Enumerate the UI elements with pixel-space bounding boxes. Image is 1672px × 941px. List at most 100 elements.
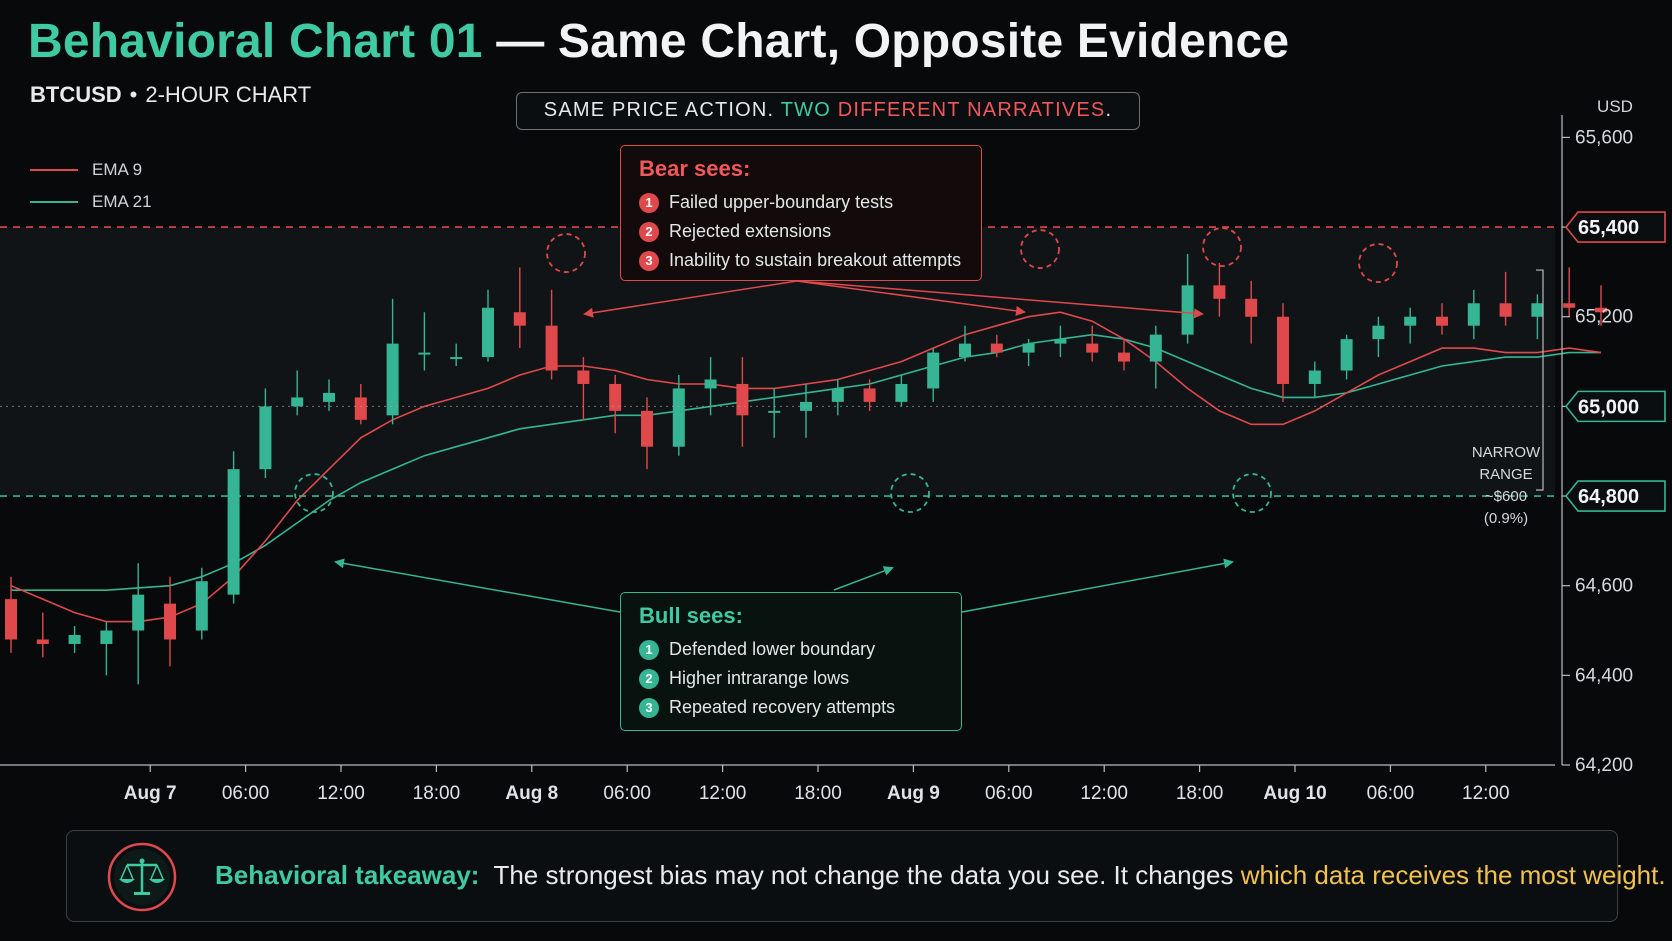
candle [959, 325, 971, 362]
candle-body [1245, 298, 1258, 317]
midrange-tag-shape [1564, 390, 1666, 423]
bear-test-marker [546, 233, 586, 273]
candle [641, 397, 653, 470]
candle [736, 357, 749, 447]
bull-item-text: Repeated recovery attempts [669, 697, 896, 717]
bear-number-badge: 1 [639, 192, 659, 213]
candle [100, 621, 113, 676]
x-tick-label: 18:00 [794, 783, 842, 804]
legend-label-ema9: EMA 9 [92, 160, 143, 179]
banner-part4: . [1105, 99, 1113, 121]
candle [609, 375, 622, 434]
bear-test-marker [1020, 229, 1060, 269]
resistance-tag-label: 65,400 [1578, 217, 1639, 239]
timeframe-label: 2-HOUR CHART [145, 82, 312, 107]
candle [1308, 361, 1321, 398]
bear-arrow [796, 280, 1026, 316]
candle-body [1595, 307, 1607, 313]
legend-item-ema9: EMA 9 [30, 154, 152, 186]
bear-heading: Bear sees: [639, 156, 751, 181]
y-tick-label: 65,200 [1575, 307, 1633, 328]
candle [354, 383, 367, 425]
candle-body [672, 388, 685, 447]
takeaway-highlight: which data receives the most weight. [1240, 860, 1666, 890]
support-tag: 64,800 [1564, 480, 1666, 512]
candle [545, 289, 558, 380]
candle-body [1277, 316, 1289, 384]
candle [1149, 325, 1162, 389]
candle-body [1181, 285, 1194, 335]
midrange-tag: 65,000 [1564, 390, 1666, 423]
candle-body [323, 392, 335, 402]
support-tag-shape [1564, 480, 1666, 512]
candle-body [1213, 285, 1226, 299]
candle [704, 357, 717, 416]
chart-subtitle: BTCUSD • 2-HOUR CHART [30, 82, 311, 108]
candle [800, 383, 812, 438]
candle-body [1054, 339, 1067, 344]
candle-body [959, 343, 971, 358]
candle [1499, 271, 1512, 326]
y-tick-label: 65,600 [1575, 127, 1633, 148]
candle-body [831, 388, 844, 402]
candle [291, 370, 304, 416]
resistance-tag: 65,400 [1564, 211, 1666, 243]
bear-item: 2 Rejected extensions [639, 217, 963, 246]
candle-body [1499, 303, 1512, 317]
x-tick-label: Aug 10 [1263, 783, 1326, 804]
narrow-range-line: NARROW [1471, 444, 1541, 461]
y-tick-label: 64,600 [1575, 576, 1633, 597]
banner-part2: TWO [780, 99, 838, 121]
candle-body [736, 383, 749, 416]
x-tick-label: 12:00 [699, 783, 747, 804]
bull-defense-marker [294, 473, 334, 513]
candle-body [1149, 334, 1162, 362]
bull-number-badge: 2 [639, 668, 659, 689]
resistance-tag-shape [1564, 211, 1666, 243]
bull-defense-marker [890, 473, 930, 513]
candle [1531, 294, 1544, 340]
candle [1595, 285, 1607, 326]
bull-arrow [961, 558, 1234, 613]
candle [768, 388, 781, 438]
bull-number-badge: 1 [639, 639, 659, 660]
bear-arrow [796, 280, 1204, 319]
bull-item: 3 Repeated recovery attempts [639, 693, 943, 722]
candle-body [100, 630, 113, 644]
candle [1404, 307, 1417, 344]
banner-part3: DIFFERENT NARRATIVES [837, 99, 1106, 121]
candle [1436, 303, 1448, 335]
candle [672, 375, 685, 456]
candle [1054, 325, 1067, 358]
x-tick-label: 18:00 [413, 783, 461, 804]
bull-arrow [334, 558, 621, 613]
bull-item: 2 Higher intrarange lows [639, 664, 943, 693]
candle [36, 612, 49, 658]
candle-body [704, 379, 717, 389]
candle [1340, 334, 1353, 380]
candle-body [1086, 343, 1099, 353]
narrow-range-line: RANGE [1479, 466, 1533, 483]
symbol-label: BTCUSD [30, 82, 122, 107]
bull-callout: Bull sees: 1 Defended lower boundary 2 Hig… [620, 592, 962, 731]
candle [577, 357, 590, 420]
candle [386, 298, 399, 425]
candle [1118, 339, 1130, 371]
candle [831, 379, 844, 416]
bear-test-marker [1202, 227, 1242, 267]
candle-body [800, 401, 812, 411]
candle [68, 626, 81, 653]
candle-body [5, 599, 17, 640]
bear-item-text: Failed upper-boundary tests [669, 192, 894, 212]
candle-body [291, 397, 304, 407]
bull-heading: Bull sees: [639, 603, 743, 628]
candle [990, 334, 1003, 358]
candle-body [450, 357, 463, 360]
takeaway-label: Behavioral takeaway: [215, 860, 480, 890]
midrange-tag-label: 65,000 [1578, 396, 1639, 418]
legend-item-ema21: EMA 21 [30, 186, 152, 218]
candle-body [1308, 370, 1321, 384]
candle-body [259, 406, 272, 470]
candle-body [1563, 303, 1576, 308]
